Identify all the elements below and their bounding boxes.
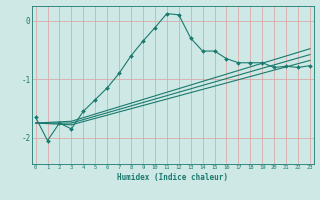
X-axis label: Humidex (Indice chaleur): Humidex (Indice chaleur) [117, 173, 228, 182]
